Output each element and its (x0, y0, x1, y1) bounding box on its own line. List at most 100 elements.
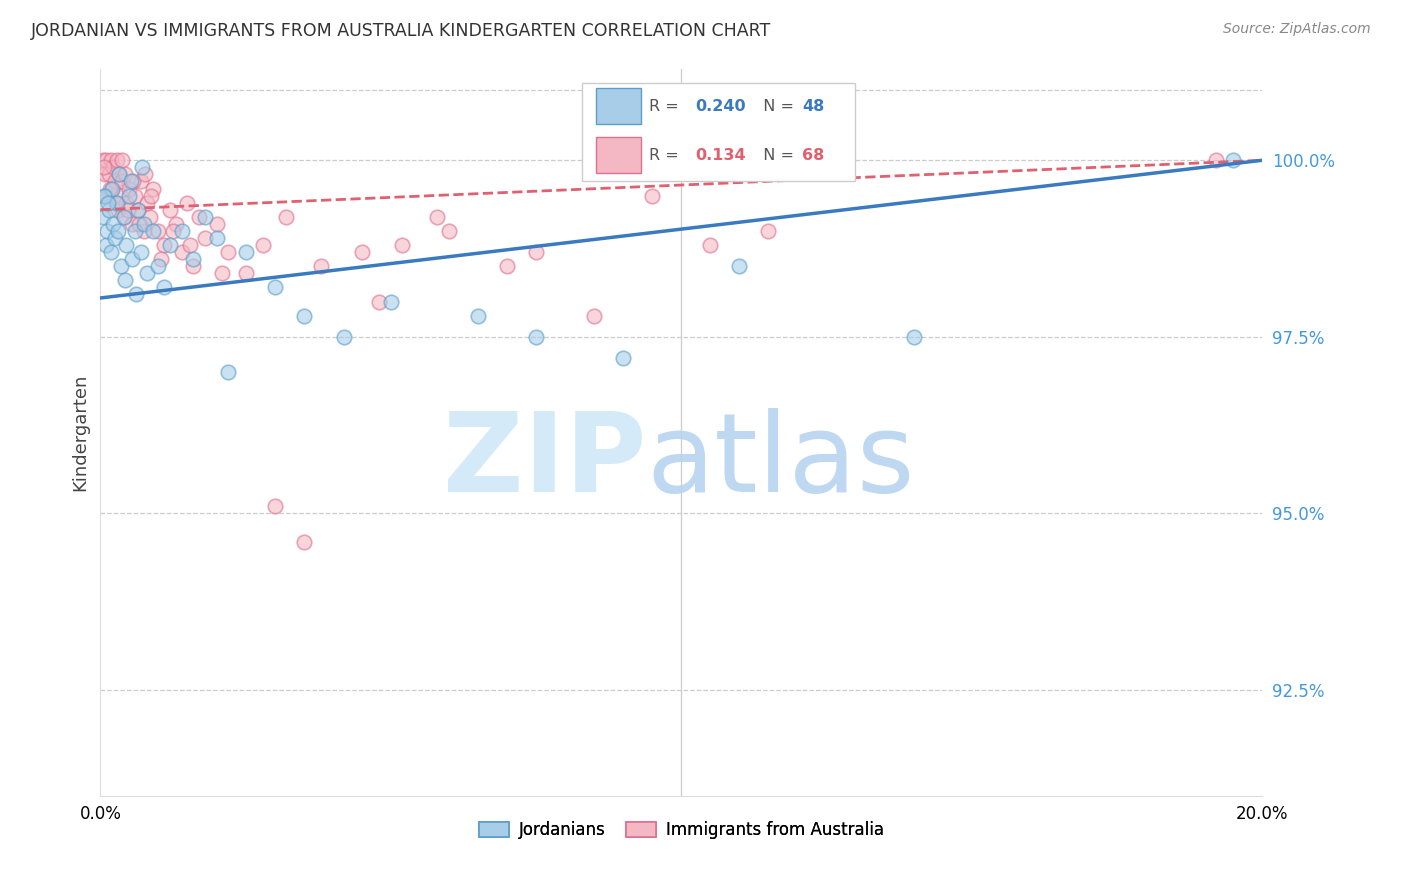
Point (139, 188, 162, 202)
Point (91, 210, 114, 224)
Point (194, 210, 217, 224)
Point (217, 245, 239, 260)
Point (118, 181, 141, 195)
Point (112, 210, 135, 224)
Point (131, 161, 153, 175)
Point (756, 224, 779, 238)
Point (115, 238, 138, 252)
Point (117, 202, 139, 217)
Point (181, 252, 204, 267)
Point (98, 168, 121, 182)
Point (176, 195, 198, 210)
Point (107, 202, 129, 217)
Point (100, 245, 122, 260)
Point (128, 217, 150, 231)
Point (612, 351, 634, 365)
Point (467, 309, 489, 323)
Point (135, 195, 157, 210)
Point (111, 153, 134, 168)
Point (120, 174, 142, 188)
Point (134, 168, 156, 182)
Point (122, 174, 145, 188)
Point (97, 195, 120, 210)
Point (153, 238, 176, 252)
Legend: Jordanians, Immigrants from Australia: Jordanians, Immigrants from Australia (472, 814, 890, 846)
Point (524, 245, 547, 260)
Point (903, 330, 925, 344)
Text: atlas: atlas (647, 408, 915, 515)
Point (96, 224, 118, 238)
Point (368, 294, 391, 309)
Point (101, 217, 124, 231)
Point (263, 500, 285, 514)
Text: JORDANIAN VS IMMIGRANTS FROM AUSTRALIA KINDERGARTEN CORRELATION CHART: JORDANIAN VS IMMIGRANTS FROM AUSTRALIA K… (31, 22, 770, 40)
Point (114, 168, 136, 182)
Point (165, 217, 187, 231)
Point (101, 181, 124, 195)
Point (1205, 153, 1227, 168)
Point (188, 210, 211, 224)
FancyBboxPatch shape (596, 137, 641, 173)
FancyBboxPatch shape (596, 88, 641, 124)
Point (148, 259, 170, 273)
Point (121, 252, 143, 267)
Point (699, 238, 721, 252)
Point (162, 224, 184, 238)
Point (181, 259, 204, 273)
Point (108, 168, 131, 182)
Point (153, 280, 176, 294)
Point (96, 153, 118, 168)
Point (127, 202, 149, 217)
Point (101, 161, 124, 175)
Point (129, 174, 152, 188)
Point (426, 210, 449, 224)
Text: Source: ZipAtlas.com: Source: ZipAtlas.com (1223, 22, 1371, 37)
Point (107, 224, 129, 238)
Point (142, 224, 165, 238)
Point (127, 202, 149, 217)
Point (108, 168, 131, 182)
Point (524, 330, 547, 344)
Point (112, 210, 135, 224)
Point (132, 224, 155, 238)
Point (105, 195, 128, 210)
Point (641, 188, 664, 202)
Point (205, 231, 228, 245)
Point (292, 309, 315, 323)
Text: ZIP: ZIP (443, 408, 647, 515)
Point (115, 195, 138, 210)
Point (121, 217, 143, 231)
Point (132, 217, 155, 231)
Point (135, 266, 157, 280)
Point (159, 238, 181, 252)
Point (217, 365, 239, 379)
Point (391, 238, 413, 252)
Point (380, 294, 402, 309)
Point (111, 174, 134, 188)
Point (96, 188, 118, 202)
Point (101, 181, 124, 195)
Point (129, 245, 152, 260)
Text: R =: R = (648, 148, 683, 162)
Point (124, 188, 146, 202)
Text: 0.240: 0.240 (695, 99, 745, 113)
Point (93, 161, 115, 175)
Point (138, 210, 160, 224)
Point (142, 181, 165, 195)
Point (211, 266, 233, 280)
Point (110, 259, 132, 273)
Text: 68: 68 (801, 148, 824, 162)
Point (350, 245, 373, 260)
Point (105, 153, 128, 168)
Point (100, 153, 122, 168)
Point (125, 287, 148, 301)
Point (118, 188, 141, 202)
Text: N =: N = (754, 148, 800, 162)
Point (235, 266, 257, 280)
Point (110, 188, 132, 202)
Point (93, 188, 115, 202)
Point (496, 259, 519, 273)
Point (96, 238, 118, 252)
Point (583, 309, 606, 323)
Point (98, 181, 121, 195)
